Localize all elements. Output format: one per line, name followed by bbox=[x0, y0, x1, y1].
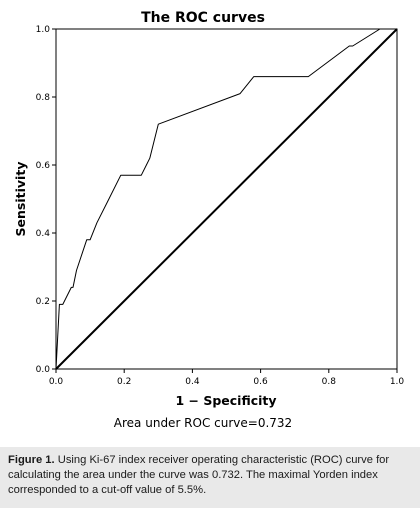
plot-frame bbox=[55, 28, 398, 370]
reference-diagonal-line bbox=[55, 28, 398, 370]
caption-text: Using Ki-67 index receiver operating cha… bbox=[8, 454, 390, 496]
figure-caption: Figure 1. Using Ki-67 index receiver ope… bbox=[0, 447, 420, 508]
x-tick-label: 0.8 bbox=[322, 377, 337, 387]
roc-chart: The ROC curves 0.0 0.2 0.4 0.6 0.8 1.0 0.0 0.2… bbox=[13, 10, 405, 430]
x-tick-label: 0.4 bbox=[185, 377, 200, 387]
x-tick-label: 0.6 bbox=[253, 377, 268, 387]
x-axis-ticks: 0.0 0.2 0.4 0.6 0.8 1.0 bbox=[49, 369, 405, 387]
y-axis-ticks: 0.0 0.2 0.4 0.6 0.8 1.0 bbox=[36, 25, 56, 375]
chart-title: The ROC curves bbox=[141, 10, 265, 26]
x-tick-label: 0.2 bbox=[117, 377, 131, 387]
y-tick-label: 0.6 bbox=[36, 161, 51, 171]
y-tick-label: 0.4 bbox=[36, 229, 51, 239]
y-tick-label: 1.0 bbox=[36, 25, 51, 35]
series-layer bbox=[55, 28, 398, 370]
y-tick-label: 0.2 bbox=[36, 297, 50, 307]
caption-label: Figure 1. bbox=[8, 454, 55, 466]
y-tick-label: 0.0 bbox=[36, 365, 51, 375]
y-axis-label: Sensitivity bbox=[13, 162, 28, 237]
x-tick-label: 1.0 bbox=[390, 377, 405, 387]
x-axis-label: 1 − Specificity bbox=[175, 393, 276, 408]
auc-annotation: Area under ROC curve=0.732 bbox=[114, 416, 292, 430]
roc-curve-line bbox=[55, 28, 397, 370]
roc-chart-svg: The ROC curves 0.0 0.2 0.4 0.6 0.8 1.0 0.0 0.2… bbox=[13, 10, 405, 430]
y-tick-label: 0.8 bbox=[36, 93, 51, 103]
x-tick-label: 0.0 bbox=[49, 377, 64, 387]
